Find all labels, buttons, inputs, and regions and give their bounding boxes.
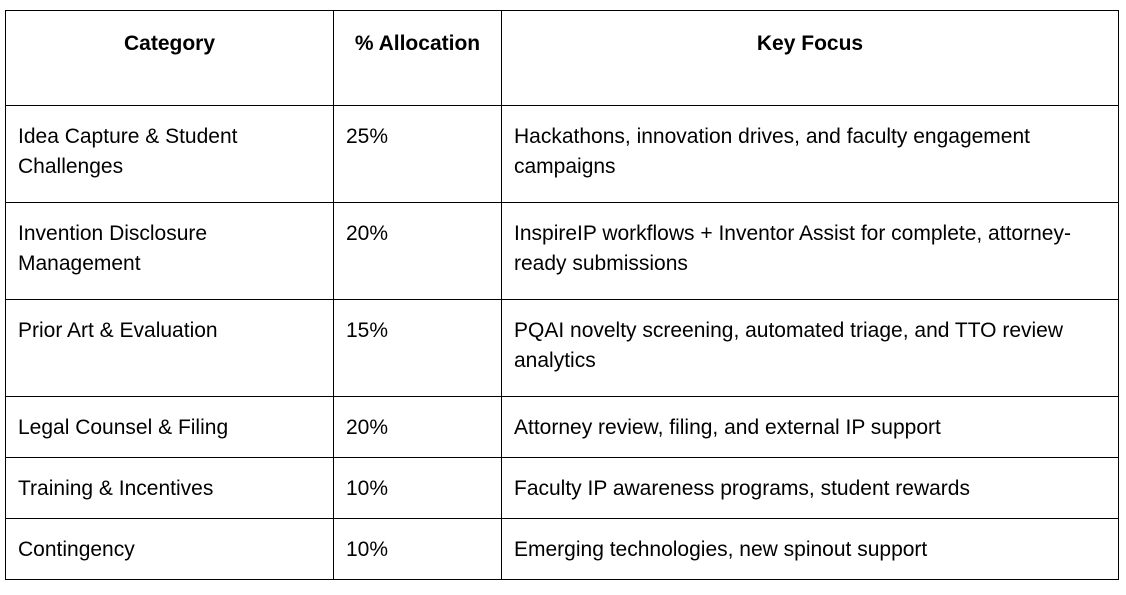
table-cell: Contingency: [5, 518, 334, 580]
table-row: Prior Art & Evaluation 15% PQAI novelty sc…: [5, 299, 1119, 397]
table-cell: InspireIP workflows + Inventor Assist fo…: [501, 202, 1119, 300]
table-cell: Prior Art & Evaluation: [5, 299, 334, 397]
table-cell: Idea Capture & Student Challenges: [5, 105, 334, 203]
table-cell: Emerging technologies, new spinout suppo…: [501, 518, 1119, 580]
table-cell: 15%: [333, 299, 502, 397]
header-cell: % Allocation: [333, 10, 502, 106]
table-header: Category% Allocation Key Focus: [5, 10, 1119, 106]
table-row: Legal Counsel & Filing 20% Attorney review…: [5, 396, 1119, 458]
table-cell: 10%: [333, 518, 502, 580]
table-row: Invention Disclosure Management 20% Inspir…: [5, 202, 1119, 300]
table-cell: 20%: [333, 396, 502, 458]
table-cell: Hackathons, innovation drives, and facul…: [501, 105, 1119, 203]
table-cell: Training & Incentives: [5, 457, 334, 519]
table-cell: Invention Disclosure Management: [5, 202, 334, 300]
table-cell: 20%: [333, 202, 502, 300]
table-row: Training & Incentives 10% Faculty IP aware…: [5, 457, 1119, 519]
table-cell: Attorney review, filing, and external IP…: [501, 396, 1119, 458]
table-cell: Legal Counsel & Filing: [5, 396, 334, 458]
header-cell: Key Focus: [501, 10, 1119, 106]
table-cell: PQAI novelty screening, automated triage…: [501, 299, 1119, 397]
header-cell: Category: [5, 10, 334, 106]
header-row: Category% Allocation Key Focus: [5, 10, 1119, 106]
table-row: Idea Capture & Student Challenges 25% Hack…: [5, 105, 1119, 203]
table-cell: Faculty IP awareness programs, student r…: [501, 457, 1119, 519]
table-cell: 10%: [333, 457, 502, 519]
table-row: Contingency 10% Emerging technologies, new…: [5, 518, 1119, 580]
allocation-table: Category% Allocation Key Focus Idea Captu…: [5, 10, 1119, 580]
table-cell: 25%: [333, 105, 502, 203]
table-body: Idea Capture & Student Challenges 25% Hack…: [5, 105, 1119, 580]
